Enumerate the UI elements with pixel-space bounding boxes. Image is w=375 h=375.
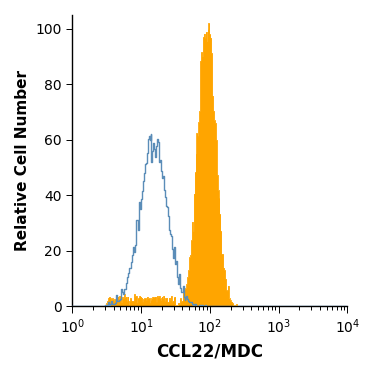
X-axis label: CCL22/MDC: CCL22/MDC [156, 342, 263, 360]
Y-axis label: Relative Cell Number: Relative Cell Number [15, 70, 30, 251]
